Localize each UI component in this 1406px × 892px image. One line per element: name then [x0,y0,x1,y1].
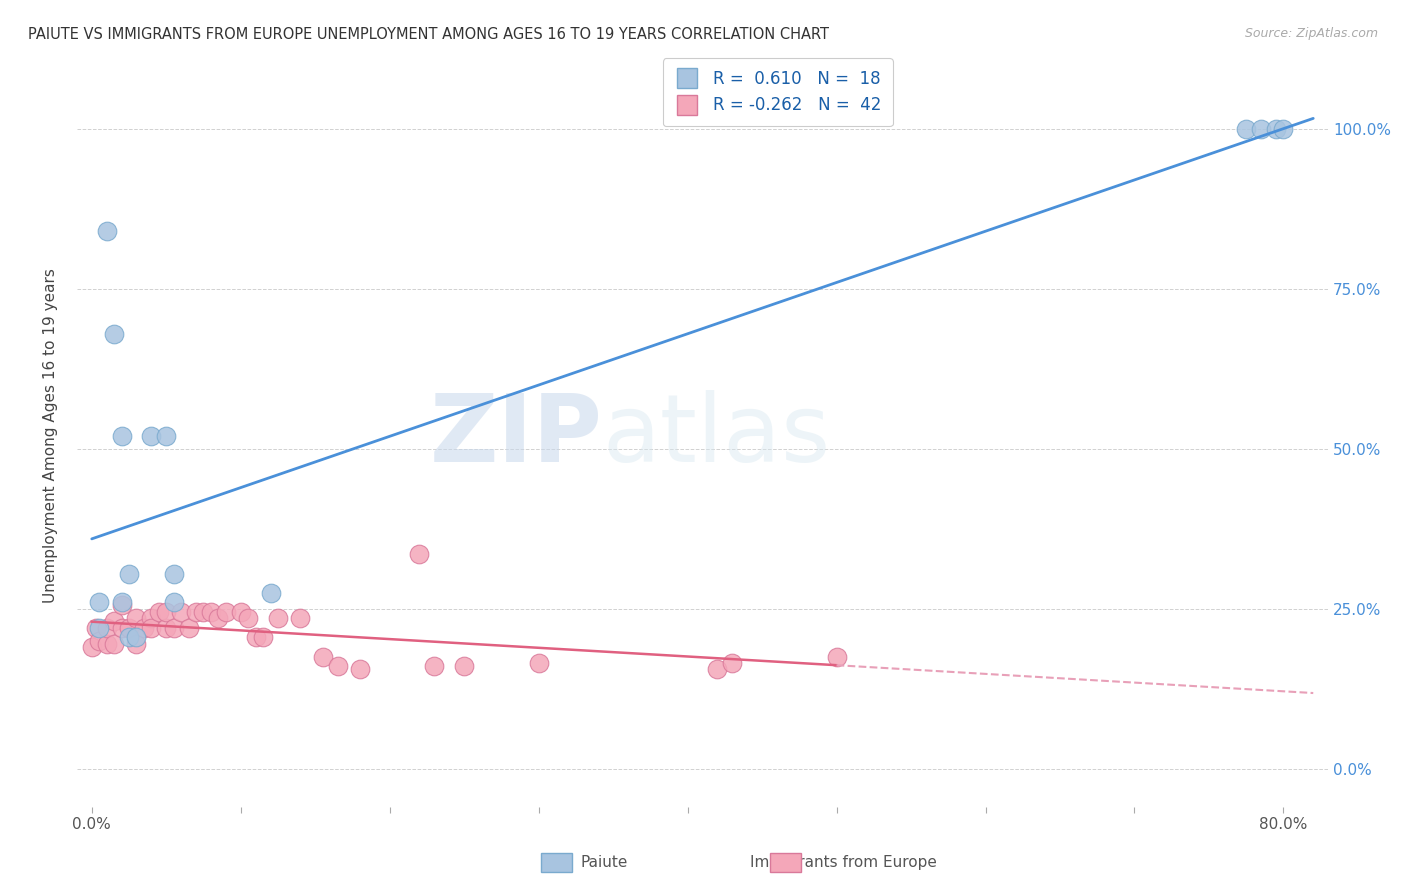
Text: ZIP: ZIP [429,390,602,482]
Point [184,605,207,619]
Point [1265,122,1288,136]
Point [193,605,215,619]
Point [110,595,132,609]
Point [118,631,141,645]
Point [163,595,186,609]
Point [96,224,118,238]
Point [825,649,848,664]
Point [118,621,141,635]
Point [215,605,238,619]
Point [527,656,550,670]
Point [89,633,111,648]
Point [84,621,107,635]
Point [170,605,193,619]
Point [125,611,148,625]
Point [1234,122,1257,136]
Point [103,637,125,651]
Point [721,656,744,670]
Point [326,659,349,673]
Point [125,631,148,645]
Point [245,631,267,645]
Point [96,621,118,635]
Point [103,326,125,341]
Point [155,605,177,619]
Point [423,659,446,673]
Point [132,621,155,635]
Point [252,631,274,645]
Point [148,605,170,619]
Point [200,605,222,619]
Point [259,585,281,599]
Point [706,663,728,677]
Point [110,621,132,635]
Point [141,429,163,443]
Point [229,605,252,619]
Point [110,599,132,613]
Text: atlas: atlas [602,390,831,482]
Point [125,637,148,651]
Text: Paiute: Paiute [581,855,628,870]
Point [453,659,475,673]
Point [96,637,118,651]
Point [155,429,177,443]
Point [110,429,132,443]
Point [118,566,141,581]
Point [141,611,163,625]
Point [89,621,111,635]
Point [89,595,111,609]
Point [267,611,290,625]
Text: Immigrants from Europe: Immigrants from Europe [751,855,936,870]
Point [163,566,186,581]
Point [155,621,177,635]
Point [141,621,163,635]
Point [349,663,371,677]
Point [238,611,260,625]
Point [311,649,333,664]
Text: PAIUTE VS IMMIGRANTS FROM EUROPE UNEMPLOYMENT AMONG AGES 16 TO 19 YEARS CORRELAT: PAIUTE VS IMMIGRANTS FROM EUROPE UNEMPLO… [28,27,830,42]
Point [1250,122,1272,136]
Y-axis label: Unemployment Among Ages 16 to 19 years: Unemployment Among Ages 16 to 19 years [44,268,58,603]
Point [207,611,229,625]
Point [177,621,200,635]
Point [163,621,186,635]
Point [1272,122,1295,136]
Point [290,611,312,625]
Point [103,615,125,629]
Text: Source: ZipAtlas.com: Source: ZipAtlas.com [1244,27,1378,40]
Point [408,547,430,561]
Legend: R =  0.610   N =  18, R = -0.262   N =  42: R = 0.610 N = 18, R = -0.262 N = 42 [662,59,893,126]
Point [80,640,103,654]
